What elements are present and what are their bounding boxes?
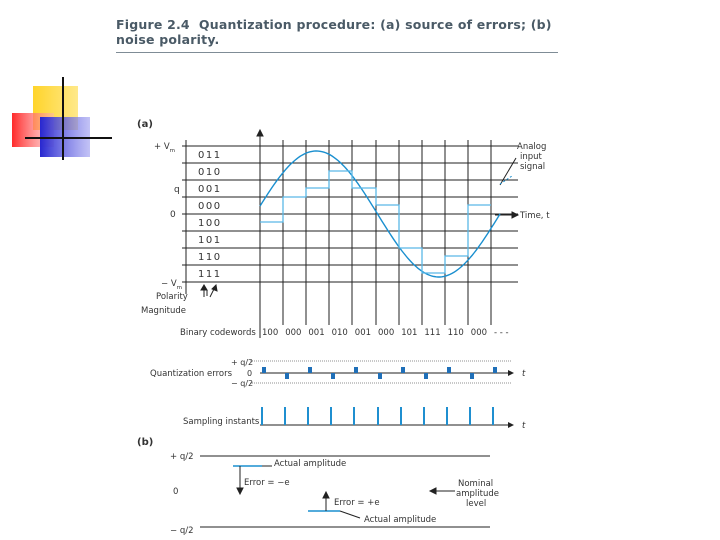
sampling-pulse <box>377 407 379 425</box>
b-minus-label: − q/2 <box>170 526 194 536</box>
magnitude-label: Magnitude <box>141 306 186 316</box>
b-error-pos: Error = +e <box>334 498 380 508</box>
sampling-pulse <box>261 407 263 425</box>
analog-signal-curve <box>259 150 501 278</box>
sampling-pulse <box>446 407 448 425</box>
codeword-value: 101 <box>401 328 417 338</box>
figure-caption: Quantization procedure: (a) source of er… <box>116 17 552 47</box>
code-label: 011 <box>198 150 222 161</box>
codeword-value: 100 <box>262 328 278 338</box>
codeword-value: 000 <box>471 328 487 338</box>
vplus-label: + Vm <box>154 142 175 154</box>
qerr-bar <box>285 373 289 379</box>
b-actual-bottom-pointer <box>339 510 361 519</box>
b-actual-top: Actual amplitude <box>274 459 346 469</box>
title-rule <box>116 52 558 53</box>
codeword-value: 001 <box>308 328 324 338</box>
b-nominal-3: level <box>466 499 486 509</box>
qerr-arrowhead <box>508 370 514 376</box>
sampling-label: Sampling instants <box>183 417 260 427</box>
qerr-bar <box>470 373 474 379</box>
b-zero-label: 0 <box>173 487 178 497</box>
sampling-pulse <box>400 407 402 425</box>
sampling-pulse <box>284 407 286 425</box>
codeword-value: 000 <box>285 328 301 338</box>
qerr-bar <box>401 367 405 373</box>
codeword-value: 000 <box>378 328 394 338</box>
polarity-label: Polarity <box>156 292 188 302</box>
analog-pointer <box>499 157 517 186</box>
code-label: 010 <box>198 167 222 178</box>
figure-title: Figure 2.4 Quantization procedure: (a) s… <box>116 17 566 47</box>
b-error-neg: Error = −e <box>244 478 290 488</box>
codeword-value: 001 <box>355 328 371 338</box>
sampling-pulse <box>353 407 355 425</box>
qerr-minus-label: − q/2 <box>231 379 253 388</box>
qerr-zero-label: 0 <box>247 369 252 378</box>
polarity-arrowhead <box>200 284 208 291</box>
qerr-t-label: t <box>522 369 526 379</box>
codeword-value: 111 <box>424 328 440 338</box>
qerr-bar <box>308 367 312 373</box>
b-nominal-arrowhead <box>428 487 437 495</box>
analog-label-line2: input <box>520 152 543 162</box>
sampling-pulse <box>423 407 425 425</box>
quantized-staircase <box>260 170 491 274</box>
b-error-neg-arrowhead <box>236 487 244 496</box>
analog-label-line3: signal <box>520 162 545 172</box>
codeword-value: 110 <box>448 328 464 338</box>
sampling-arrowhead <box>508 422 514 428</box>
qerr-bar <box>447 367 451 373</box>
qerr-bar <box>493 367 497 373</box>
sampling-pulse <box>330 407 332 425</box>
vminus-label: − Vm <box>161 279 182 291</box>
qerr-bar <box>424 373 428 379</box>
codeword-value: 010 <box>332 328 348 338</box>
b-plus-label: + q/2 <box>170 452 194 462</box>
code-label: 001 <box>198 184 222 195</box>
q-label: q <box>174 185 180 195</box>
panel-a-label: (a) <box>137 119 153 130</box>
qerr-plus-label: + q/2 <box>231 358 253 367</box>
analog-label-line1: Analog <box>517 142 546 152</box>
codeword-value: - - - <box>494 328 509 338</box>
qerr-bar <box>354 367 358 373</box>
sampling-pulse <box>492 407 494 425</box>
code-label: 101 <box>198 235 222 246</box>
code-label: 100 <box>198 218 222 229</box>
code-label: 111 <box>198 269 222 280</box>
qerr-bar <box>378 373 382 379</box>
qerr-bar <box>331 373 335 379</box>
time-axis-arrowhead <box>256 128 264 137</box>
time-label: Time, t <box>519 211 550 221</box>
figure-number: Figure 2.4 <box>116 17 190 32</box>
panel-b-label: (b) <box>137 437 153 448</box>
sampling-t-label: t <box>522 421 526 431</box>
time-pointer-head <box>511 211 520 219</box>
code-label: 110 <box>198 252 222 263</box>
b-error-pos-arrowhead <box>322 490 330 499</box>
code-label: 000 <box>198 201 222 212</box>
zero-label: 0 <box>170 210 176 220</box>
qerr-bar <box>262 367 266 373</box>
qerr-label: Quantization errors <box>150 369 233 379</box>
b-nominal-2: amplitude <box>456 489 499 499</box>
b-actual-bottom: Actual amplitude <box>364 515 436 525</box>
b-nominal-1: Nominal <box>458 479 493 489</box>
sampling-pulse <box>307 407 309 425</box>
sampling-pulse <box>469 407 471 425</box>
codewords-label: Binary codewords <box>180 328 256 338</box>
magnitude-arrowhead <box>211 283 218 292</box>
analog-signal-extension <box>499 175 513 185</box>
